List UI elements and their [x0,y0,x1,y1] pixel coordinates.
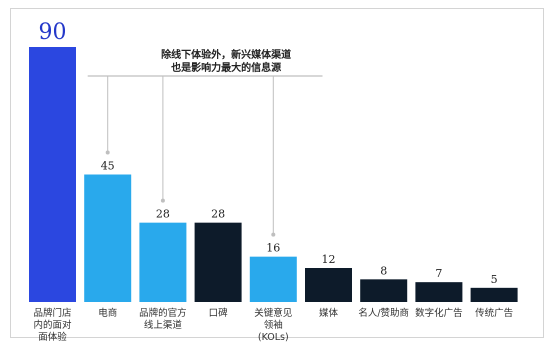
category-label: 传统广告 [475,307,513,319]
category-label: 数字化广告 [415,307,463,319]
category-label: 口碑 [209,307,229,319]
value-label: 5 [491,273,498,286]
category-label: 领袖 [264,319,283,331]
value-label: 7 [435,267,442,280]
category-label: 内的面对 [33,319,72,331]
chart-frame [10,8,544,338]
value-label: 28 [156,208,170,221]
value-label: 12 [322,253,336,266]
category-label: 线上渠道 [144,319,183,331]
bar [415,282,463,302]
value-label: 28 [211,208,225,221]
bar [305,268,352,302]
category-label: 品牌门店 [33,307,71,319]
bar [139,222,187,302]
category-label: 媒体 [319,307,339,319]
bar [360,279,408,302]
bar [84,174,132,302]
annotation-dot [160,198,165,203]
bar [249,256,297,302]
category-label: 电商 [98,307,117,319]
value-label: 16 [266,242,280,255]
bar [29,47,76,302]
category-label: (KOLs) [258,332,289,343]
value-label: 90 [39,20,67,45]
category-label: 名人/赞助商 [358,307,409,319]
annotation-text: 也是影响力最大的信息源 [171,61,281,74]
category-label: 面体验 [38,331,67,343]
category-label: 品牌的官方 [139,307,187,319]
category-label: 关键意见 [254,307,292,319]
value-label: 8 [380,264,387,277]
bar [470,287,518,302]
value-label: 45 [101,160,115,173]
bar [194,222,242,302]
annotation-dot [105,150,110,155]
annotation-dot [271,232,276,237]
annotation-text: 除线下体验外，新兴媒体渠道 [161,48,291,61]
